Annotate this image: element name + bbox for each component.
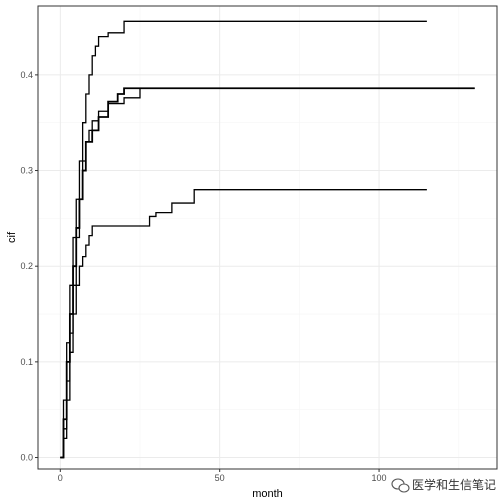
x-tick-label: 100: [372, 473, 387, 483]
series-line-3: [60, 87, 475, 459]
y-tick-label: 0.2: [20, 261, 33, 271]
major-grid: [38, 6, 497, 469]
wechat-bubble-icon: [391, 478, 410, 493]
y-tick-label: 0.0: [20, 453, 33, 463]
series-line-1: [60, 20, 427, 459]
series-line-2: [60, 87, 475, 459]
series-layer: [60, 20, 475, 459]
y-axis-title: cif: [6, 231, 18, 243]
x-tick-labels: 0 50 100: [58, 473, 387, 483]
x-tick-label: 0: [58, 473, 63, 483]
minor-grid: [38, 6, 497, 469]
y-tick-label: 0.3: [20, 166, 33, 176]
y-tick-label: 0.1: [20, 357, 33, 367]
y-tick-labels: 0.0 0.1 0.2 0.3 0.4: [20, 70, 33, 463]
watermark-text: 医学和生信笔记: [412, 477, 496, 492]
series-line-4: [60, 189, 427, 459]
watermark: 医学和生信笔记: [391, 477, 496, 493]
x-axis-title: month: [252, 488, 283, 500]
panel-border: [37, 5, 498, 470]
axis-ticks: [35, 74, 380, 472]
x-tick-label: 50: [215, 473, 225, 483]
y-tick-label: 0.4: [20, 70, 33, 80]
